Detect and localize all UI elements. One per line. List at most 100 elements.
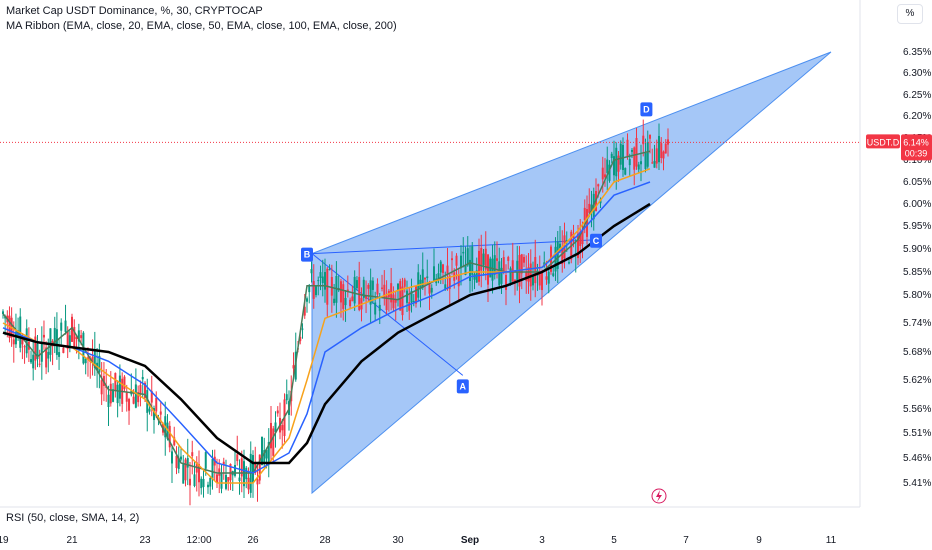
candle-body (381, 287, 384, 289)
candle-body (378, 304, 381, 311)
candle-body (500, 267, 503, 284)
x-tick-label: 3 (539, 535, 545, 546)
price-axis[interactable]: 6.35%6.30%6.25%6.20%6.15%6.10%6.05%6.00%… (903, 47, 931, 489)
candle-body (637, 164, 640, 170)
candle-body (23, 346, 26, 348)
candle-body (2, 311, 4, 315)
candle-body (502, 257, 505, 273)
ma-ribbon-legend[interactable]: MA Ribbon (EMA, close, 20, EMA, close, 5… (6, 20, 397, 32)
candle-body (285, 394, 288, 401)
chart-title-legend[interactable]: Market Cap USDT Dominance, %, 30, CRYPTO… (6, 5, 263, 17)
candle-body (321, 276, 324, 284)
candle-body (132, 396, 135, 404)
percent-scale-button[interactable]: % (897, 4, 923, 24)
candle-body (66, 331, 69, 349)
candle-body (53, 327, 56, 345)
candle-body (455, 255, 458, 266)
candle-body (520, 254, 523, 274)
time-axis[interactable]: 19 21 23 12:00 26 28 30 Sep 3 5 7 9 11 (0, 535, 837, 546)
candle-body (32, 354, 35, 369)
pattern-point-label: D (643, 104, 650, 114)
candle-body (159, 411, 162, 415)
candle-body (662, 151, 665, 159)
candle-body (664, 143, 667, 154)
candle-body (222, 461, 225, 466)
candle-body (68, 335, 71, 347)
candle-body (155, 397, 158, 412)
y-tick-label: 6.00% (903, 199, 931, 210)
candle-body (415, 286, 417, 304)
candle-body (606, 159, 609, 173)
candle-body (608, 164, 611, 181)
candle-body (527, 267, 530, 282)
candle-body (601, 167, 604, 180)
x-tick-label: 19 (0, 535, 9, 546)
rsi-legend[interactable]: RSI (50, close, SMA, 14, 2) (6, 512, 140, 524)
candle-body (186, 458, 189, 468)
candle-body (374, 302, 377, 315)
candle-body (412, 300, 415, 302)
candle-body (200, 478, 203, 489)
x-tick-label: 26 (247, 535, 259, 546)
candle-body (107, 394, 110, 407)
candle-body (590, 204, 593, 212)
candle-body (209, 478, 212, 487)
candle-body (114, 373, 117, 391)
rising-wedge-pattern[interactable] (311, 51, 832, 495)
lightning-icon[interactable] (651, 488, 667, 504)
candle-body (640, 161, 642, 165)
candle-body (523, 256, 525, 263)
candle-body (410, 291, 413, 303)
candle-body (339, 281, 342, 303)
candle-body (220, 473, 223, 489)
y-tick-label: 6.25% (903, 90, 931, 101)
candle-body (628, 159, 631, 166)
candle-body (207, 484, 209, 488)
candle-body (116, 384, 119, 404)
x-tick-label: 5 (611, 535, 617, 546)
candle-body (328, 269, 331, 271)
candle-body (437, 273, 440, 280)
candle-body (399, 280, 402, 311)
candle-body (538, 271, 541, 286)
candle-body (301, 328, 304, 330)
candle-body (75, 336, 78, 339)
candle-body (613, 156, 615, 176)
pattern-points[interactable]: B A C D (301, 102, 653, 394)
candle-body (619, 143, 622, 165)
candle-body (655, 148, 658, 164)
chart-grid (0, 0, 861, 508)
candle-body (100, 380, 103, 395)
candle-body (218, 468, 221, 476)
candle-body (234, 464, 236, 476)
symbol-tag (866, 134, 900, 149)
candle-body (265, 449, 268, 459)
candle-body (47, 351, 50, 359)
candle-body (433, 266, 435, 281)
candle-body (444, 284, 447, 289)
x-tick-label: 21 (66, 535, 78, 546)
candle-body (401, 286, 404, 316)
x-tick-label: 28 (319, 535, 331, 546)
candle-body (256, 479, 259, 485)
candle-body (351, 296, 354, 302)
candle-body (202, 478, 205, 487)
x-tick-label: 23 (139, 535, 151, 546)
x-tick-label: 11 (826, 535, 837, 546)
wedge-area (311, 51, 832, 495)
candle-body (148, 408, 151, 412)
candle-body (281, 424, 284, 431)
candle-body (153, 408, 155, 420)
candle-body (358, 277, 361, 310)
y-tick-label: 6.05% (903, 177, 931, 188)
candle-body (274, 422, 277, 433)
x-tick-label: 9 (756, 535, 762, 546)
candle-body (171, 451, 173, 464)
candle-body (545, 276, 548, 280)
candle-body (624, 168, 627, 175)
candle-body (55, 329, 58, 355)
candle-body (496, 258, 498, 261)
candle-body (421, 269, 424, 288)
candle-body (292, 365, 295, 369)
